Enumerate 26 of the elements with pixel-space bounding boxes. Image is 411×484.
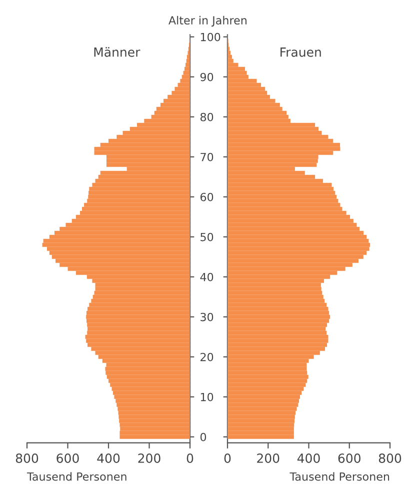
- y-tick-label: 80: [200, 112, 214, 122]
- x-tick-label: 0: [186, 453, 194, 463]
- y-tick-label: 30: [200, 312, 214, 322]
- y-tick-label: 70: [200, 152, 214, 162]
- y-tick-label: 20: [200, 352, 214, 362]
- x-tick-label: 200: [138, 453, 160, 463]
- text: Männer: [94, 47, 140, 57]
- x-tick-label: 0: [224, 453, 231, 463]
- x-axis-title: Tausend Personen: [26, 472, 126, 481]
- y-tick-label: 90: [200, 72, 214, 82]
- x-tick-label: 800: [378, 453, 402, 463]
- y-tick-label: 100: [200, 32, 220, 42]
- x-tick-label: 200: [257, 453, 280, 463]
- x-tick-label: 800: [16, 453, 38, 463]
- y-tick-label: 0: [200, 432, 206, 442]
- x-axis-title: Tausend Personen: [290, 472, 390, 481]
- y-tick-label: 50: [200, 232, 214, 242]
- y-tick-label: 40: [200, 272, 214, 282]
- text: Frauen: [280, 48, 321, 57]
- y-tick-label: 10: [200, 392, 214, 402]
- x-tick-label: 600: [56, 453, 79, 463]
- x-tick-label: 400: [297, 453, 320, 463]
- x-tick-label: 600: [338, 453, 360, 463]
- y-tick-label: 60: [200, 192, 214, 202]
- y-axis-title: Alter in Jahren: [168, 16, 246, 27]
- x-tick-label: 400: [97, 453, 120, 463]
